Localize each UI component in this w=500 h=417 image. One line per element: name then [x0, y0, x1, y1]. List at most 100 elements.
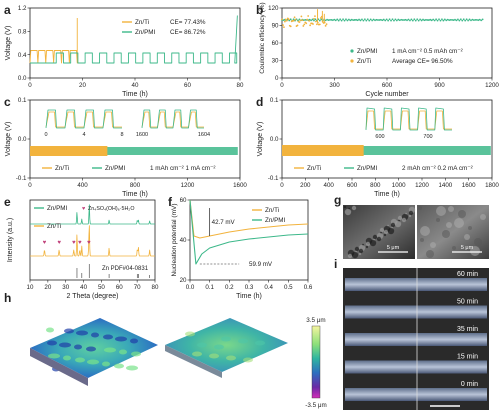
sem-texture-right	[430, 242, 436, 248]
optical-strip	[345, 388, 487, 401]
chart-b-point-zn-pmi	[416, 18, 419, 21]
chart-a-xtick-label: 80	[237, 82, 244, 89]
chart-f-xtick-label: 0.6	[304, 284, 313, 291]
chart-b-point-zn-pmi	[478, 18, 481, 21]
sem-texture-right	[436, 206, 446, 216]
chart-f-xtick-label: 0.3	[245, 284, 254, 291]
chart-b-point-zn-pmi	[458, 19, 461, 22]
chart-e-xtick-label: 70	[134, 284, 141, 291]
optical-strip	[345, 333, 487, 346]
chart-b-point-zn-pmi	[385, 18, 388, 21]
sem-texture-right	[420, 238, 424, 242]
chart-c-inset-zn-pmi	[45, 109, 122, 129]
chart-b-point-zn-pmi	[442, 19, 445, 22]
afm-peak-left	[86, 346, 96, 352]
panel-label-a: a	[4, 3, 11, 17]
chart-b-point-zn-ti	[309, 24, 312, 27]
chart-a-xtick-label: 60	[184, 82, 191, 89]
sem-texture-left	[343, 205, 347, 209]
chart-b-point-zn-ti	[318, 23, 321, 26]
chart-a-series-zn-ti	[29, 18, 78, 64]
chart-e-xtick-label: 20	[44, 284, 51, 291]
chart-b-ytick-label: 60	[272, 40, 279, 47]
chart-b-point-zn-ti	[284, 18, 287, 21]
chart-a-xtick-label: 20	[79, 82, 86, 89]
sem-texture-left	[376, 236, 382, 242]
chart-e-xtick-label: 50	[98, 284, 105, 291]
chart-b-point-zn-pmi	[411, 19, 414, 22]
chart-c-band-zn-ti	[30, 146, 108, 156]
chart-e-xtick-label: 10	[27, 284, 34, 291]
chart-f-xtick-label: 0.4	[264, 284, 273, 291]
chart-b-point-zn-ti	[300, 15, 303, 18]
chart-d-xlabel: Time (h)	[374, 191, 400, 198]
chart-b-point-zn-ti	[284, 20, 286, 23]
chart-d-xtick-label: 600	[347, 182, 358, 189]
chart-b-point-zn-pmi	[407, 18, 410, 21]
chart-b-legend-zn-pmi-label: Zn/PMI	[357, 48, 378, 55]
chart-d-inset-tick: 700	[423, 134, 432, 140]
afm-peak-left	[75, 357, 85, 363]
chart-b-point-zn-pmi	[336, 18, 339, 21]
afm-peak-right	[192, 351, 202, 357]
chart-b-point-zn-pmi	[430, 19, 433, 22]
optical-time-label: 60 min	[457, 271, 478, 278]
chart-b-point-zn-pmi	[448, 19, 451, 22]
chart-b-point-zn-pmi	[455, 19, 458, 22]
sem-texture-right	[474, 238, 482, 246]
chart-c-ytick-label: -0.1	[16, 175, 27, 182]
chart-d-ylabel: Voltage (V)	[257, 122, 264, 157]
sem-texture-left	[347, 253, 353, 259]
chart-b-point-zn-pmi	[419, 18, 422, 21]
chart-b-point-zn-pmi	[313, 19, 315, 22]
optical-strip	[345, 278, 487, 291]
panel-label-b: b	[256, 3, 263, 17]
chart-d-ytick-label: -0.1	[268, 175, 279, 182]
chart-b-legend-zn-ti-swatch	[350, 59, 354, 63]
chart-a-legend-zn-ti-label: Zn/Ti	[135, 19, 149, 26]
chart-e-frame	[29, 199, 156, 281]
chart-b-point-zn-ti	[303, 23, 306, 26]
chart-e-legend-byproduct: Zn₄SO₄(OH)₆·5H₂O	[88, 206, 134, 212]
chart-b-point-zn-pmi	[409, 19, 411, 22]
chart-e-byproduct-heart: ♥	[72, 240, 76, 246]
chart-a-ytick-label: 0.0	[18, 75, 27, 82]
chart-c-legend-zn-pmi-label: Zn/PMI	[105, 165, 126, 172]
chart-b-point-zn-pmi	[342, 18, 344, 21]
chart-e-byproduct-heart: ♥	[57, 240, 61, 246]
chart-b-point-zn-pmi	[334, 19, 337, 22]
chart-a-xtick-label: 40	[132, 82, 139, 89]
afm-peak-left	[48, 353, 60, 359]
chart-b-point-zn-pmi	[413, 18, 416, 21]
chart-b-point-zn-pmi	[468, 18, 471, 21]
chart-b-point-zn-pmi	[465, 18, 468, 21]
chart-c-xtick-label: 800	[130, 182, 141, 189]
afm-peak-left	[103, 334, 113, 340]
chart-b-point-zn-pmi	[432, 18, 435, 21]
chart-b-point-zn-pmi	[374, 19, 376, 22]
panel-label-d: d	[256, 95, 263, 109]
afm-surface-zn-ti-side	[30, 348, 88, 386]
chart-b-point-zn-pmi	[462, 18, 465, 21]
chart-b-point-zn-pmi	[378, 19, 381, 21]
chart-b-point-zn-pmi	[459, 18, 462, 21]
optical-time-label: 0 min	[461, 381, 478, 388]
chart-b-point-zn-pmi	[400, 18, 403, 21]
sem-scale-label-right: 5 μm	[461, 245, 474, 251]
afm-peak-left	[102, 361, 110, 367]
chart-b-point-zn-pmi	[391, 18, 394, 21]
chart-b-point-zn-pmi	[401, 19, 404, 21]
chart-b-point-zn-ti	[302, 25, 305, 27]
chart-d-annotation: 2 mAh cm⁻² 0.2 mA cm⁻²	[402, 165, 473, 172]
sem-texture-left	[401, 217, 407, 223]
chart-c-xtick-label: 1200	[181, 182, 195, 189]
sem-texture-left	[365, 241, 371, 247]
chart-b-point-zn-pmi	[467, 19, 469, 22]
chart-c-inset-tick: 1600	[136, 132, 148, 138]
chart-b-xtick-label: 300	[329, 82, 340, 89]
chart-b-point-zn-pmi	[429, 18, 432, 21]
sem-texture-left	[408, 210, 414, 216]
chart-b-ylabel: Coulombic efficiency (%)	[259, 2, 266, 73]
chart-f-xlabel: Time (h)	[236, 293, 262, 300]
